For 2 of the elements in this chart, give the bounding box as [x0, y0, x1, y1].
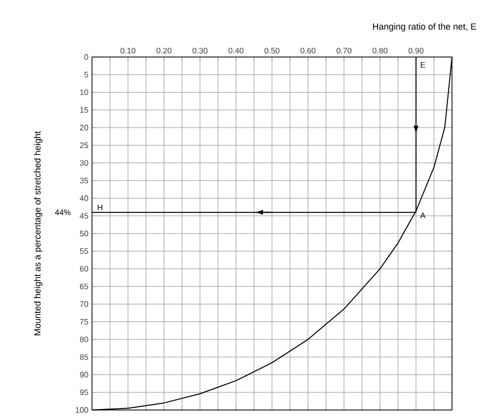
y-axis-title: Mounted height as a percentage of stretched height — [34, 131, 42, 336]
x-axis-title: Hanging ratio of the net, E — [373, 23, 476, 32]
